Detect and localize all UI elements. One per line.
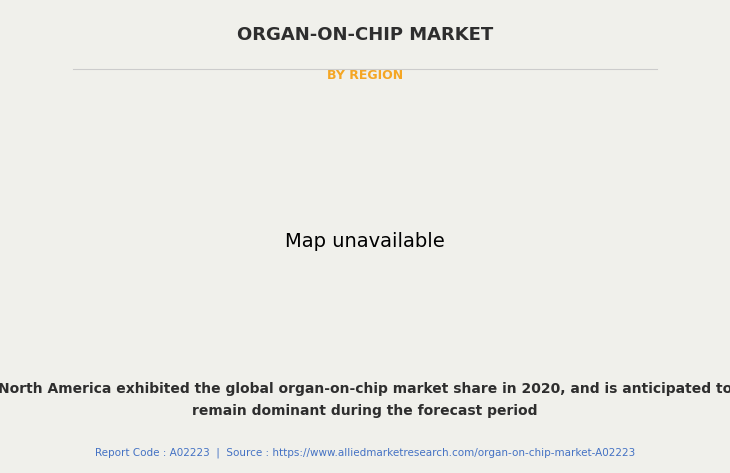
Text: Report Code : A02223  |  Source : https://www.alliedmarketresearch.com/organ-on-: Report Code : A02223 | Source : https://… — [95, 448, 635, 458]
Text: ORGAN-ON-CHIP MARKET: ORGAN-ON-CHIP MARKET — [237, 26, 493, 44]
Text: North America exhibited the global organ-on-chip market share in 2020, and is an: North America exhibited the global organ… — [0, 382, 730, 418]
Text: Map unavailable: Map unavailable — [285, 232, 445, 251]
Text: BY REGION: BY REGION — [327, 69, 403, 82]
